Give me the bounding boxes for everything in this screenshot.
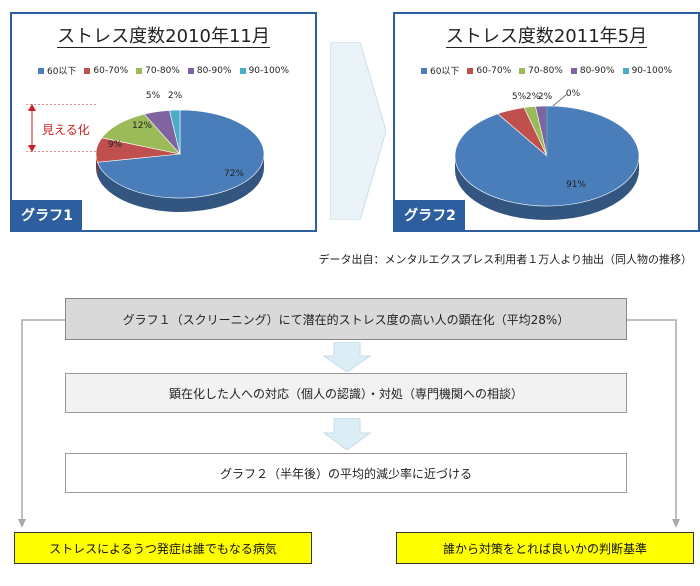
flow-step-1: グラフ１（スクリーニング）にて潜在的ストレス度の高い人の顕在化（平均28%） — [65, 298, 627, 340]
legend-entry: 80-90% — [187, 64, 232, 77]
pie-slice — [169, 109, 181, 155]
pie-slice-label: 5% — [512, 92, 527, 102]
legend-label: 60-70% — [476, 65, 512, 76]
legend-swatch — [467, 67, 474, 74]
pie-slice-label: 2% — [538, 92, 553, 102]
legend-swatch — [519, 67, 526, 74]
legend-entry: 70-80% — [519, 64, 563, 77]
data-source-note: データ出自：メンタルエクスプレス利用者１万人より抽出（同人物の推移） — [318, 253, 692, 266]
legend-swatch — [187, 67, 194, 74]
legend-label: 80-90% — [196, 65, 232, 76]
legend-entry: 60以下 — [37, 64, 77, 77]
pie-chart: 91%5% 2%2% 0% — [454, 89, 640, 220]
legend-entry: 60-70% — [84, 64, 128, 77]
legend-entry: 60以下 — [420, 64, 460, 77]
pie-slice — [101, 113, 181, 155]
arrow-down-icon — [322, 418, 372, 450]
legend-entry: 70-80% — [136, 64, 180, 77]
legend-label: 80-90% — [579, 65, 615, 76]
chart-tag: グラフ1 — [12, 200, 82, 230]
pie-slice-label: 9% — [108, 140, 123, 150]
legend-swatch — [622, 67, 629, 74]
chart-panel-2010: ストレス度数2010年11月 60以下 60-70% 70-80% 80-90% 90-… — [10, 12, 317, 232]
legend-swatch — [37, 67, 44, 74]
annotation-bracket — [26, 104, 96, 152]
legend-swatch — [420, 67, 427, 74]
legend-label: 90-100% — [248, 65, 290, 76]
outcome-box-right: 誰から対策をとれば良いかの判断基準 — [396, 532, 694, 564]
pie-slice-label: 0% — [566, 89, 581, 99]
legend-label: 90-100% — [631, 65, 673, 76]
pie-slice-label: 12% — [132, 121, 152, 131]
legend-entry: 80-90% — [570, 64, 615, 77]
legend-entry: 60-70% — [467, 64, 511, 77]
chart-title: ストレス度数2011年5月 — [445, 26, 648, 48]
annotation-label: 見える化 — [42, 123, 90, 137]
pie-slice-label: 2% — [526, 92, 541, 102]
chart-panel-2011: ストレス度数2011年5月 60以下 60-70% 70-80% 80-90% 90-1… — [393, 12, 700, 232]
flow-step-2: 顕在化した人への対応（個人の認識）・対処（専門機関への相談） — [65, 373, 627, 413]
legend-swatch — [136, 67, 143, 74]
legend-swatch — [570, 67, 577, 74]
pie-slice-label: 72% — [224, 169, 244, 179]
arrow-right-icon — [330, 42, 386, 220]
flow-step-3: グラフ２（半年後）の平均的減少率に近づける — [65, 453, 627, 493]
pie-slice-side — [455, 156, 639, 220]
pie-slice-label: 91% — [566, 180, 586, 190]
pie-slice — [97, 109, 265, 199]
pie-slice-label: 5% — [146, 91, 161, 101]
legend-label: 60以下 — [429, 67, 460, 77]
legend-entry: 90-100% — [239, 64, 290, 77]
arrow-down-icon — [322, 342, 372, 372]
chart-title: ストレス度数2010年11月 — [57, 26, 270, 48]
legend-label: 70-80% — [528, 65, 563, 76]
legend-swatch — [84, 67, 91, 74]
chart-legend: 60以下 60-70% 70-80% 80-90% 90-100% — [12, 64, 315, 77]
legend-swatch — [239, 67, 246, 74]
legend-label: 70-80% — [145, 65, 180, 76]
legend-label: 60以下 — [46, 67, 77, 77]
pie-slice-side — [97, 154, 264, 213]
chart-tag: グラフ2 — [395, 200, 465, 230]
outcome-box-left: ストレスによるうつ発症は誰でもなる病気 — [14, 532, 312, 564]
pie-slice-label: 2% — [168, 91, 183, 101]
leader-line — [552, 93, 568, 107]
chart-legend: 60以下 60-70% 70-80% 80-90% 90-100% — [395, 64, 698, 77]
pie-chart: 72% 9% 12% 5% 2% — [95, 91, 265, 213]
legend-label: 60-70% — [93, 65, 129, 76]
legend-entry: 90-100% — [622, 64, 673, 77]
